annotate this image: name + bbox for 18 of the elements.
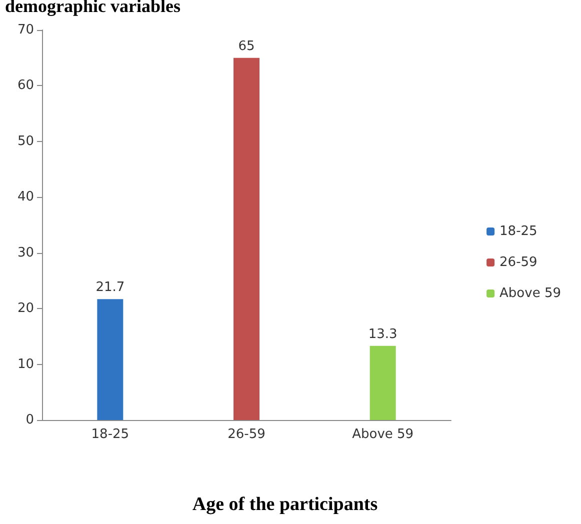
y-tick-label: 0 [26,412,34,428]
y-tick-label: 50 [17,134,34,149]
x-tick-label: 18-25 [91,427,130,442]
data-label: 21.7 [96,280,125,296]
y-tick-label: 60 [17,78,34,94]
data-label: 65 [238,38,255,54]
y-tick-label: 70 [17,22,34,38]
x-axis-title: Age of the participants [192,494,378,515]
x-tick-label: Above 59 [352,427,414,442]
legend-label: Above 59 [500,286,562,301]
y-tick-label: 20 [17,301,34,316]
x-tick-label: 26-59 [228,427,266,442]
y-tick-label: 40 [17,190,34,205]
legend-label: 26-59 [500,255,538,270]
data-label: 13.3 [368,326,398,342]
y-tick-label: 30 [17,245,34,260]
legend-label: 18-25 [500,224,538,239]
y-tick-label: 10 [17,356,34,372]
